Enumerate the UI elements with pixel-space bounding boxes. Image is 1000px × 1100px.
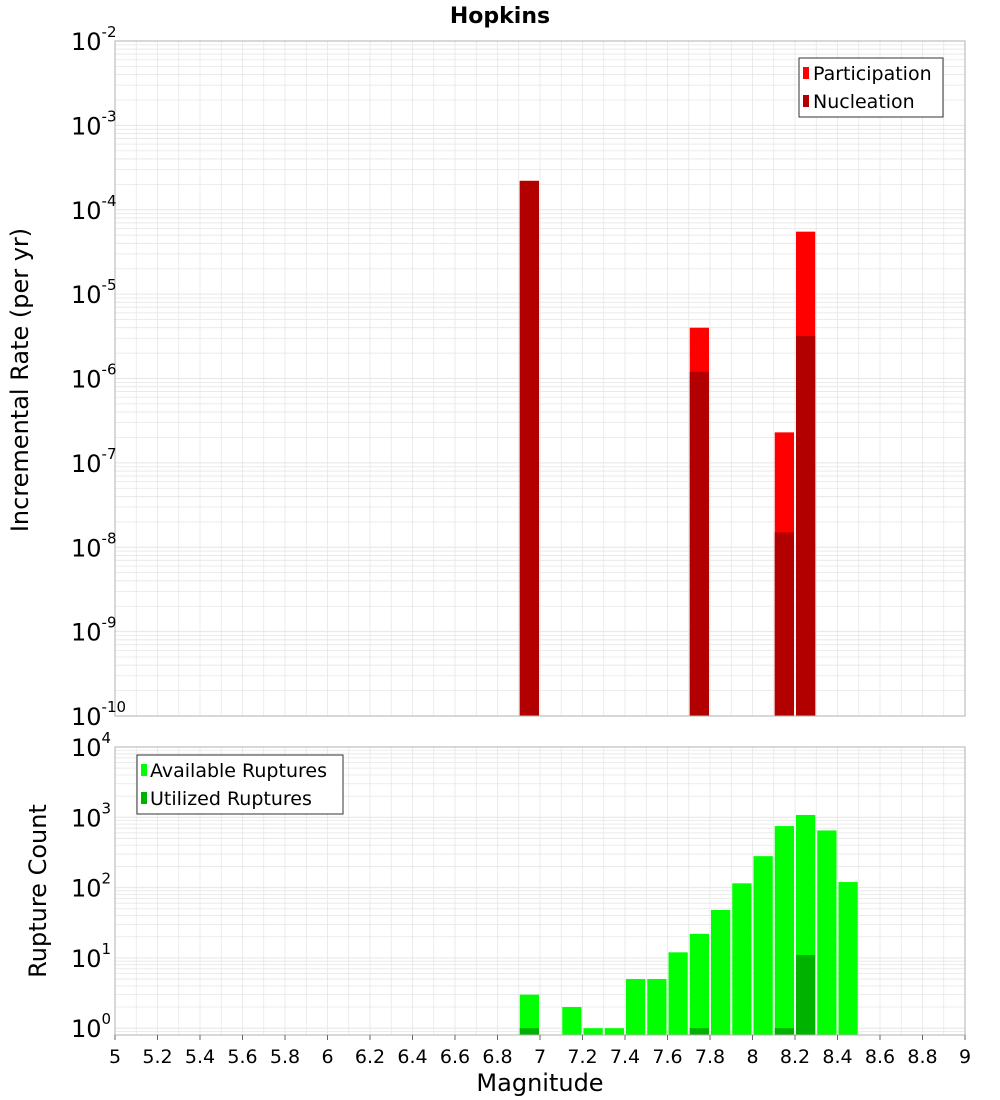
rate-y-ticks: 10-10 10-9 10-8 10-7 10-6 10-5 10-4 10-3 10-2 [71,23,126,731]
count-y-ticks: 100 101 102 103 104 [71,729,111,1043]
x-tick-label: 8.8 [907,1046,937,1068]
x-axis-label: Magnitude [476,1069,603,1097]
count-bar-a [562,1007,582,1035]
rate-y-tick-label: 10-8 [71,529,117,562]
x-tick-label: 7.6 [652,1046,682,1068]
count-bar-a [774,826,794,1035]
rate-y-axis-label: Incremental Rate (per yr) [6,228,34,532]
count-bar-a [817,830,837,1035]
x-tick-label: 8.6 [865,1046,895,1068]
chart-title: Hopkins [450,4,550,29]
legend-participation-label: Participation [813,63,932,85]
rate-y-tick-label: 10-9 [71,614,117,647]
count-bar-b [689,1028,709,1035]
rate-y-tick-label: 10-10 [71,698,126,731]
count-bar-a [668,952,688,1035]
x-tick-label: 8.4 [822,1046,852,1068]
x-tick-label: 6.6 [440,1046,470,1068]
count-bar-b [796,954,816,1035]
x-tick-label: 6.8 [482,1046,512,1068]
x-tick-label: 5 [109,1046,121,1068]
x-tick-label: 9 [959,1046,971,1068]
count-y-tick-label: 100 [71,1010,111,1043]
count-y-tick-label: 104 [71,729,111,762]
count-y-tick-label: 103 [71,799,111,832]
rate-y-tick-label: 10-2 [71,23,117,56]
legend-utilized-label: Utilized Ruptures [150,788,312,810]
rate-y-tick-label: 10-7 [71,445,117,478]
count-y-axis-label: Rupture Count [24,804,52,978]
count-y-tick-label: 101 [71,940,111,973]
count-bar-a [711,910,731,1035]
rate-y-tick-label: 10-6 [71,361,117,394]
x-tick-label: 5.4 [185,1046,215,1068]
count-legend: Available Ruptures Utilized Ruptures [136,754,344,815]
rate-bars [519,180,816,716]
x-tick-label: 5.6 [227,1046,257,1068]
rate-bar-b [689,371,709,716]
x-tick-label: 7.4 [610,1046,640,1068]
count-bar-a [519,994,539,1035]
legend-available-label: Available Ruptures [150,760,327,782]
count-panel: 100 101 102 103 104 5 5.2 5.4 5.6 5.8 6 6.2 6.4 6.6 6… [24,729,971,1097]
rate-plot-border [114,40,966,717]
rate-grid [114,40,966,717]
legend-nucleation-label: Nucleation [813,91,915,113]
x-tick-label: 6.2 [355,1046,385,1068]
x-tick-label: 5.8 [270,1046,300,1068]
x-tick-label: 6 [321,1046,333,1068]
rate-y-tick-label: 10-5 [71,276,117,309]
count-bar-a [753,856,773,1035]
count-legend-box [136,754,344,815]
count-bar-a [838,882,858,1035]
x-tick-label: 8 [746,1046,758,1068]
rate-legend: Participation Nucleation [798,57,944,118]
rate-bar-b [519,180,539,716]
x-tick-label: 8.2 [780,1046,810,1068]
count-bar-a [583,1028,603,1035]
count-bar-a [626,979,646,1035]
count-bar-b [519,1028,539,1035]
count-bar-a [732,883,752,1035]
legend-available-swatch [141,764,147,776]
legend-utilized-swatch [141,792,147,804]
legend-nucleation-swatch [803,95,809,107]
legend-participation-swatch [803,67,809,79]
count-bar-a [647,979,667,1035]
count-y-tick-label: 102 [71,870,111,903]
rate-y-tick-label: 10-4 [71,192,117,225]
rate-legend-box [798,57,944,118]
count-bar-a [689,933,709,1035]
rate-y-tick-label: 10-3 [71,107,117,140]
x-tick-label: 6.4 [397,1046,427,1068]
count-bars [519,814,858,1035]
count-bar-a [604,1028,624,1035]
rate-panel: 10-10 10-9 10-8 10-7 10-6 10-5 10-4 10-3 10-2 In… [6,23,966,731]
x-ticks: 5 5.2 5.4 5.6 5.8 6 6.2 6.4 6.6 6.8 7 7.2 7.4 7.6 7.8 8… [109,1035,971,1068]
x-tick-label: 5.2 [142,1046,172,1068]
count-bar-b [774,1028,794,1035]
rate-bar-b [774,532,794,716]
rate-bar-b [796,335,816,716]
x-tick-label: 7.8 [695,1046,725,1068]
x-tick-label: 7 [534,1046,546,1068]
x-tick-label: 7.2 [567,1046,597,1068]
